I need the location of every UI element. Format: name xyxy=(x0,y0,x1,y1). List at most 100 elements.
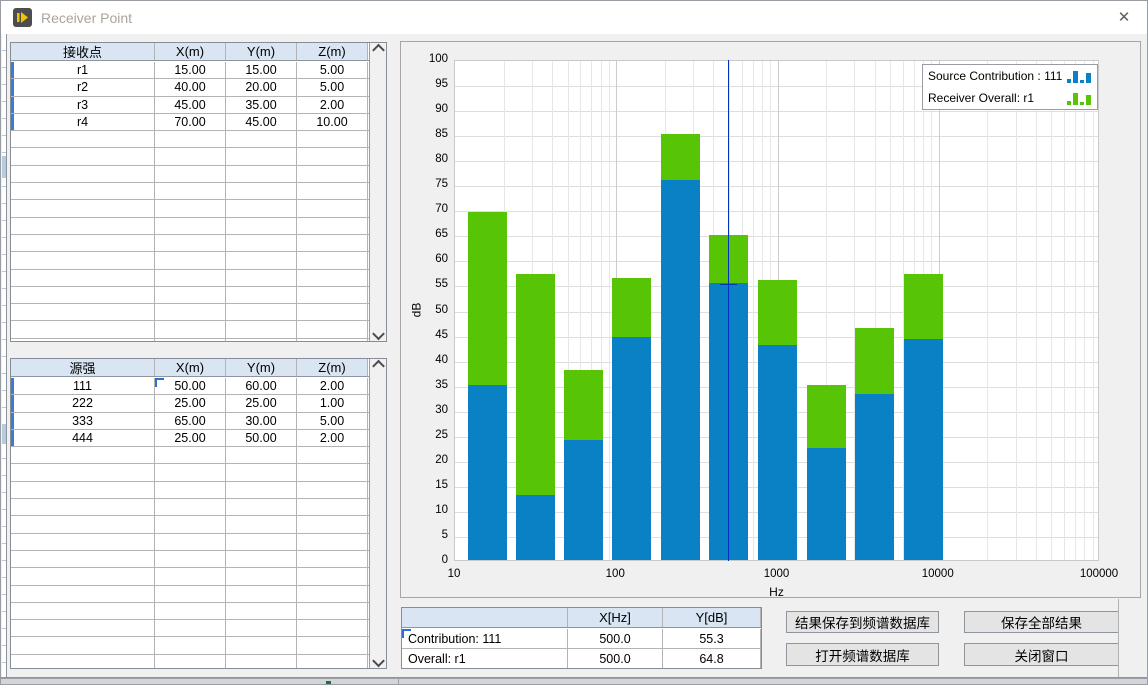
table-cell[interactable]: r1 xyxy=(11,62,155,79)
table-cell[interactable] xyxy=(155,447,226,464)
save-to-spectrum-db-button[interactable]: 结果保存到频谱数据库 xyxy=(786,611,939,633)
table-cell[interactable] xyxy=(226,269,297,286)
column-header[interactable]: 源强 xyxy=(11,359,155,376)
table-cell[interactable]: 5.00 xyxy=(297,62,368,79)
column-header[interactable]: 接收点 xyxy=(11,43,155,60)
cursor-line[interactable] xyxy=(727,60,729,561)
scroll-up-button[interactable] xyxy=(370,359,386,376)
table-cell[interactable] xyxy=(11,252,155,269)
table-cell[interactable] xyxy=(11,654,155,668)
table-cell[interactable] xyxy=(11,286,155,304)
table-cell[interactable]: 1.00 xyxy=(297,395,368,412)
table-cell[interactable] xyxy=(11,217,155,234)
table-cell[interactable] xyxy=(155,568,226,585)
table-cell[interactable] xyxy=(11,568,155,585)
table-cell[interactable] xyxy=(297,585,368,602)
table-cell[interactable] xyxy=(155,234,226,252)
table-cell[interactable] xyxy=(226,499,297,516)
table-cell[interactable] xyxy=(11,481,155,499)
table-cell[interactable] xyxy=(226,252,297,269)
table-cell[interactable] xyxy=(155,464,226,481)
table-cell[interactable] xyxy=(226,637,297,654)
table-cell[interactable]: 333 xyxy=(11,412,155,429)
table-cell[interactable] xyxy=(155,286,226,304)
column-header[interactable]: X[Hz] xyxy=(568,608,663,627)
table-cell[interactable] xyxy=(297,499,368,516)
table-cell[interactable] xyxy=(155,637,226,654)
table-cell[interactable] xyxy=(297,165,368,183)
table-cell[interactable] xyxy=(11,499,155,516)
vertical-scrollbar[interactable] xyxy=(369,359,386,668)
table-cell[interactable] xyxy=(155,183,226,200)
table-cell[interactable] xyxy=(11,533,155,550)
table-cell[interactable] xyxy=(11,516,155,533)
table-cell[interactable]: 15.00 xyxy=(226,62,297,79)
table-cell[interactable]: r3 xyxy=(11,96,155,113)
table-cell[interactable] xyxy=(11,637,155,654)
table-cell[interactable] xyxy=(297,654,368,668)
table-cell[interactable] xyxy=(297,304,368,321)
table-cell[interactable] xyxy=(11,183,155,200)
table-cell[interactable] xyxy=(297,516,368,533)
table-cell[interactable] xyxy=(226,602,297,620)
table-cell[interactable]: 5.00 xyxy=(297,412,368,429)
table-cell[interactable] xyxy=(155,585,226,602)
column-header[interactable]: X(m) xyxy=(155,359,226,376)
table-cell[interactable] xyxy=(11,200,155,217)
table-cell[interactable]: 64.8 xyxy=(663,649,761,668)
table-cell[interactable] xyxy=(297,550,368,568)
table-cell[interactable] xyxy=(11,585,155,602)
table-cell[interactable] xyxy=(297,481,368,499)
table-cell[interactable] xyxy=(297,620,368,637)
table-cell[interactable] xyxy=(11,304,155,321)
table-cell[interactable] xyxy=(297,568,368,585)
table-cell[interactable] xyxy=(226,183,297,200)
vertical-scrollbar[interactable] xyxy=(369,43,386,341)
table-cell[interactable] xyxy=(11,602,155,620)
table-cell[interactable]: 35.00 xyxy=(226,96,297,113)
table-cell[interactable] xyxy=(155,338,226,341)
table-cell[interactable]: 500.0 xyxy=(568,629,663,648)
table-cell[interactable]: 25.00 xyxy=(155,429,226,447)
table-cell[interactable] xyxy=(226,304,297,321)
table-cell[interactable]: 15.00 xyxy=(155,62,226,79)
table-cell[interactable]: 25.00 xyxy=(226,395,297,412)
table-cell[interactable] xyxy=(226,321,297,338)
table-cell[interactable]: Contribution: 111 xyxy=(402,629,568,648)
table-cell[interactable] xyxy=(155,217,226,234)
table-cell[interactable]: Overall: r1 xyxy=(402,649,568,668)
table-cell[interactable] xyxy=(297,321,368,338)
column-header[interactable]: X(m) xyxy=(155,43,226,60)
table-cell[interactable] xyxy=(11,321,155,338)
table-cell[interactable] xyxy=(155,654,226,668)
table-cell[interactable]: 50.00 xyxy=(155,378,226,395)
table-cell[interactable]: 45.00 xyxy=(226,113,297,131)
table-cell[interactable] xyxy=(155,304,226,321)
table-cell[interactable]: 10.00 xyxy=(297,113,368,131)
column-header[interactable]: Z(m) xyxy=(297,359,368,376)
table-cell[interactable]: 2.00 xyxy=(297,429,368,447)
table-cell[interactable] xyxy=(226,568,297,585)
table-cell[interactable]: 45.00 xyxy=(155,96,226,113)
table-cell[interactable] xyxy=(297,148,368,165)
table-cell[interactable]: 40.00 xyxy=(155,79,226,96)
table-cell[interactable] xyxy=(226,447,297,464)
table-cell[interactable] xyxy=(155,550,226,568)
table-cell[interactable] xyxy=(226,464,297,481)
table-cell[interactable]: 444 xyxy=(11,429,155,447)
table-cell[interactable] xyxy=(155,481,226,499)
table-cell[interactable] xyxy=(226,131,297,148)
table-cell[interactable] xyxy=(226,533,297,550)
plot-area[interactable] xyxy=(454,60,1099,561)
table-cell[interactable] xyxy=(297,338,368,341)
table-cell[interactable] xyxy=(11,620,155,637)
table-cell[interactable]: 30.00 xyxy=(226,412,297,429)
table-cell[interactable] xyxy=(226,654,297,668)
table-cell[interactable] xyxy=(155,148,226,165)
close-icon[interactable]: ✕ xyxy=(1117,9,1131,26)
table-cell[interactable] xyxy=(155,499,226,516)
table-cell[interactable] xyxy=(155,516,226,533)
table-cell[interactable] xyxy=(11,234,155,252)
table-cell[interactable] xyxy=(155,620,226,637)
table-cell[interactable] xyxy=(297,183,368,200)
